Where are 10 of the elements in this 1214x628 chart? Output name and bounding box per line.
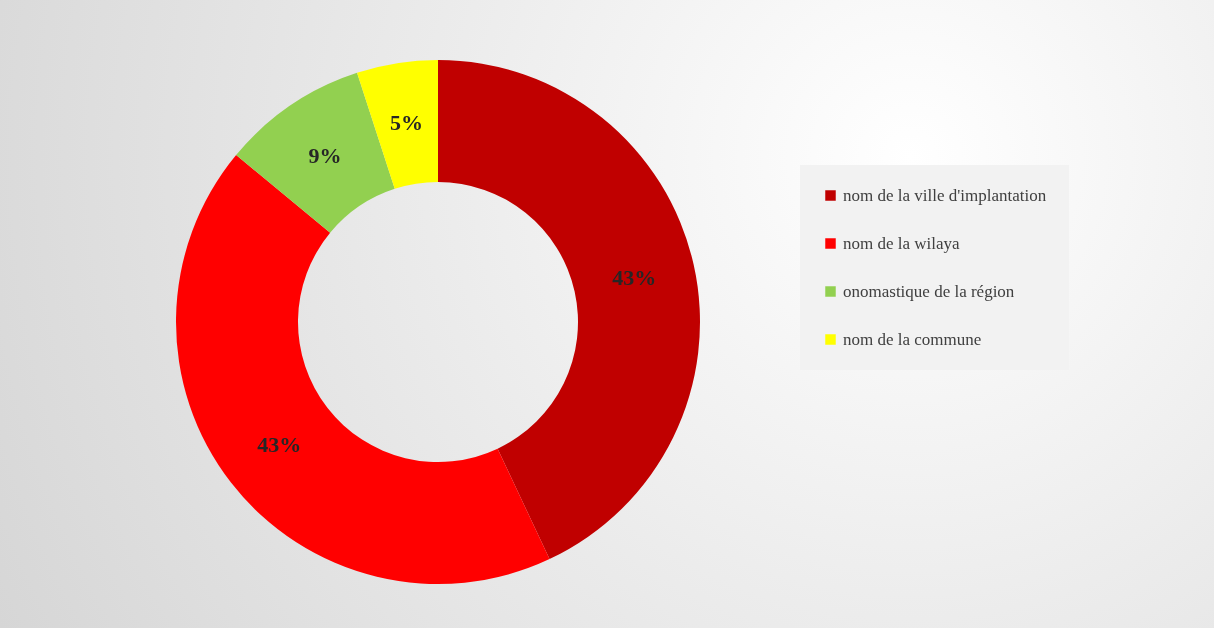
legend-label: onomastique de la région [843,281,1015,301]
donut-slice [438,60,700,560]
data-label: 5% [390,110,424,136]
data-label: 43% [612,265,657,291]
legend-label: nom de la ville d'implantation [843,185,1047,205]
data-label: 9% [308,142,342,168]
legend-label: nom de la wilaya [843,233,961,253]
donut-slice [357,60,438,189]
legend-label: nom de la commune [843,329,982,349]
data-label: 43% [257,432,302,458]
